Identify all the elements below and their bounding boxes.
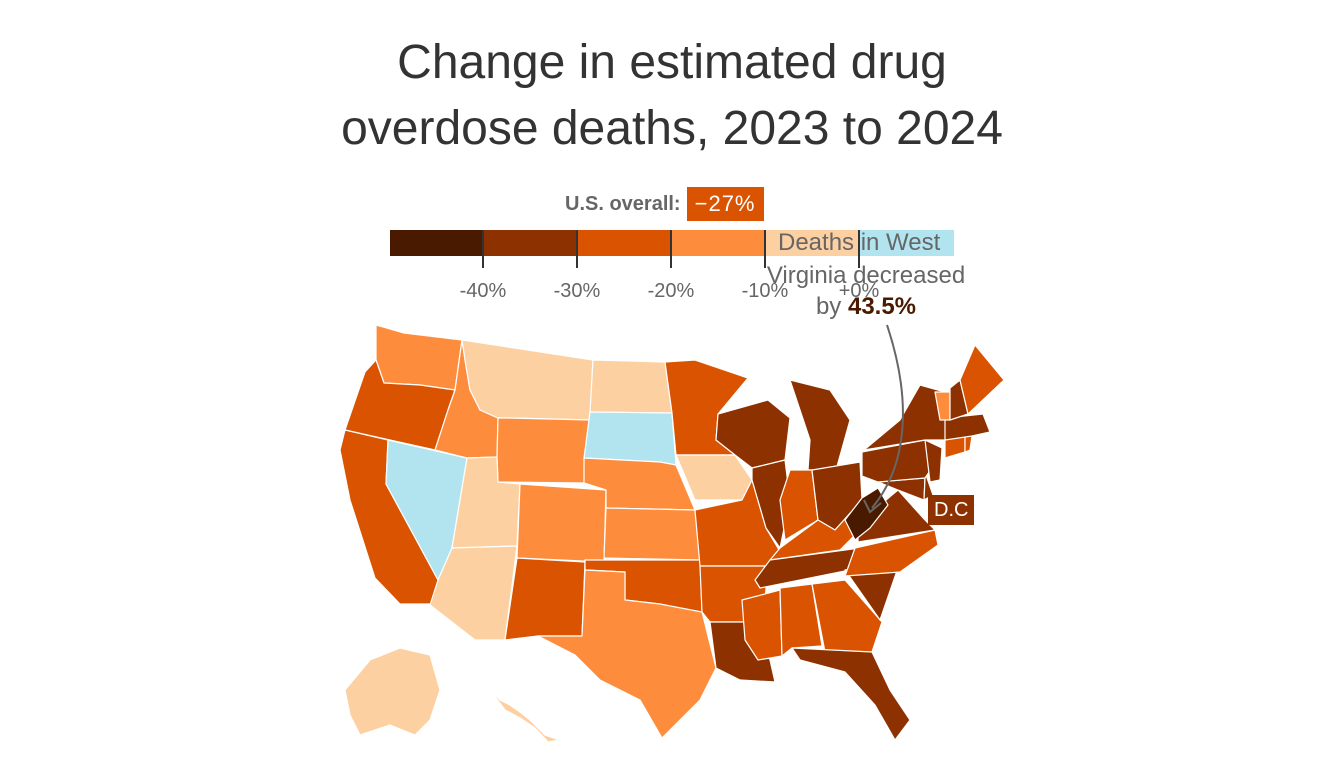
state-ks	[603, 507, 701, 561]
west-virginia-annotation: Virginia decreased by 43.5%	[750, 260, 982, 322]
legend-bin-2	[577, 230, 671, 256]
state-ma	[944, 413, 991, 441]
state-tx	[537, 569, 717, 739]
us-overall: U.S. overall: −27%	[565, 187, 764, 221]
title-line-1: Change in estimated drug	[397, 36, 947, 89]
legend-tick	[576, 230, 578, 268]
annotation-line-2: by 43.5%	[750, 291, 982, 322]
state-mi	[789, 379, 851, 471]
state-me	[959, 344, 1005, 415]
state-fl	[791, 647, 911, 741]
state-ms	[741, 589, 783, 661]
color-legend: -40% -30% -20% -10% +0% Deaths in West	[390, 229, 954, 302]
annotation-arrow	[871, 324, 904, 509]
state-sd	[583, 411, 677, 466]
state-nm	[504, 557, 586, 641]
us-overall-label: U.S. overall:	[565, 192, 681, 215]
dc-label: D.C	[928, 495, 975, 525]
state-hi	[489, 689, 561, 743]
state-wa	[375, 324, 463, 391]
legend-tick-label: -10%	[741, 280, 789, 302]
state-in	[779, 469, 819, 541]
annotation-arrowhead	[863, 499, 882, 514]
states-layer	[339, 324, 1005, 743]
annotation-value: 43.5%	[847, 293, 917, 320]
us-overall-value: −27%	[686, 187, 764, 221]
title-line-2: overdose deaths, 2023 to 2024	[341, 102, 1003, 155]
legend-tick	[764, 230, 766, 268]
state-nj	[924, 439, 943, 483]
legend-bin-3	[671, 230, 765, 256]
legend-tick	[670, 230, 672, 268]
legend-bin-4	[765, 230, 859, 256]
annotation-line-1: Virginia decreased	[766, 262, 966, 289]
state-mt	[461, 339, 594, 421]
legend-bin-5	[859, 230, 954, 256]
legend-tick-label: -40%	[459, 280, 507, 302]
state-al	[779, 583, 823, 657]
legend-tick	[482, 230, 484, 268]
legend-tick-label: +0%	[838, 280, 880, 302]
annotation-prefix: by	[815, 293, 848, 320]
legend-tick-label: -30%	[553, 280, 601, 302]
legend-tick	[858, 230, 860, 268]
legend-tick-label: -20%	[647, 280, 695, 302]
state-co	[516, 483, 607, 563]
chart-title: Change in estimated drug overdose deaths…	[0, 30, 1344, 162]
state-nd	[589, 359, 673, 414]
legend-bin-0	[390, 230, 483, 256]
state-ak	[344, 647, 441, 736]
state-wy	[496, 417, 591, 484]
legend-increase-label: Deaths in West	[778, 229, 941, 256]
legend-bin-1	[483, 230, 577, 256]
state-nc	[844, 529, 939, 577]
state-ga	[811, 579, 883, 653]
